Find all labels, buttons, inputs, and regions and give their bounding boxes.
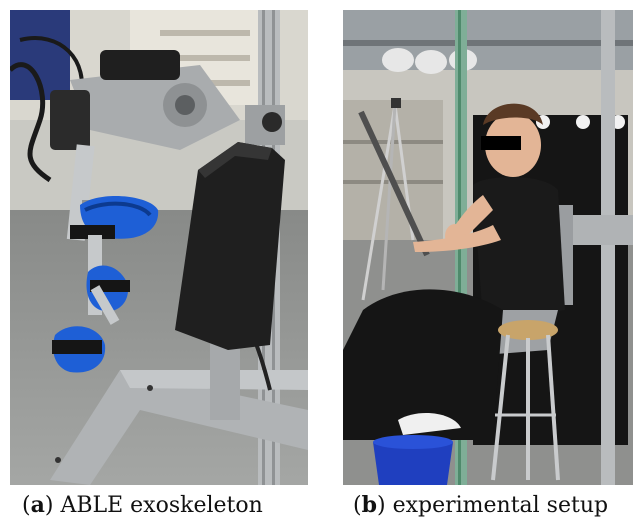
caption-panel-a: (a) ABLE exoskeleton bbox=[22, 492, 263, 518]
photo-a-image bbox=[10, 10, 308, 485]
caption-text-a: ABLE exoskeleton bbox=[60, 493, 263, 518]
caption-text-b: experimental setup bbox=[392, 493, 609, 518]
caption-panel-b: (b) experimental setup bbox=[353, 492, 609, 518]
photo-able-exoskeleton bbox=[10, 10, 308, 485]
panel-letter-b: b bbox=[361, 492, 377, 518]
photo-experimental-setup bbox=[343, 10, 633, 485]
panel-letter-a: a bbox=[30, 492, 45, 518]
photo-b-image bbox=[343, 10, 633, 485]
